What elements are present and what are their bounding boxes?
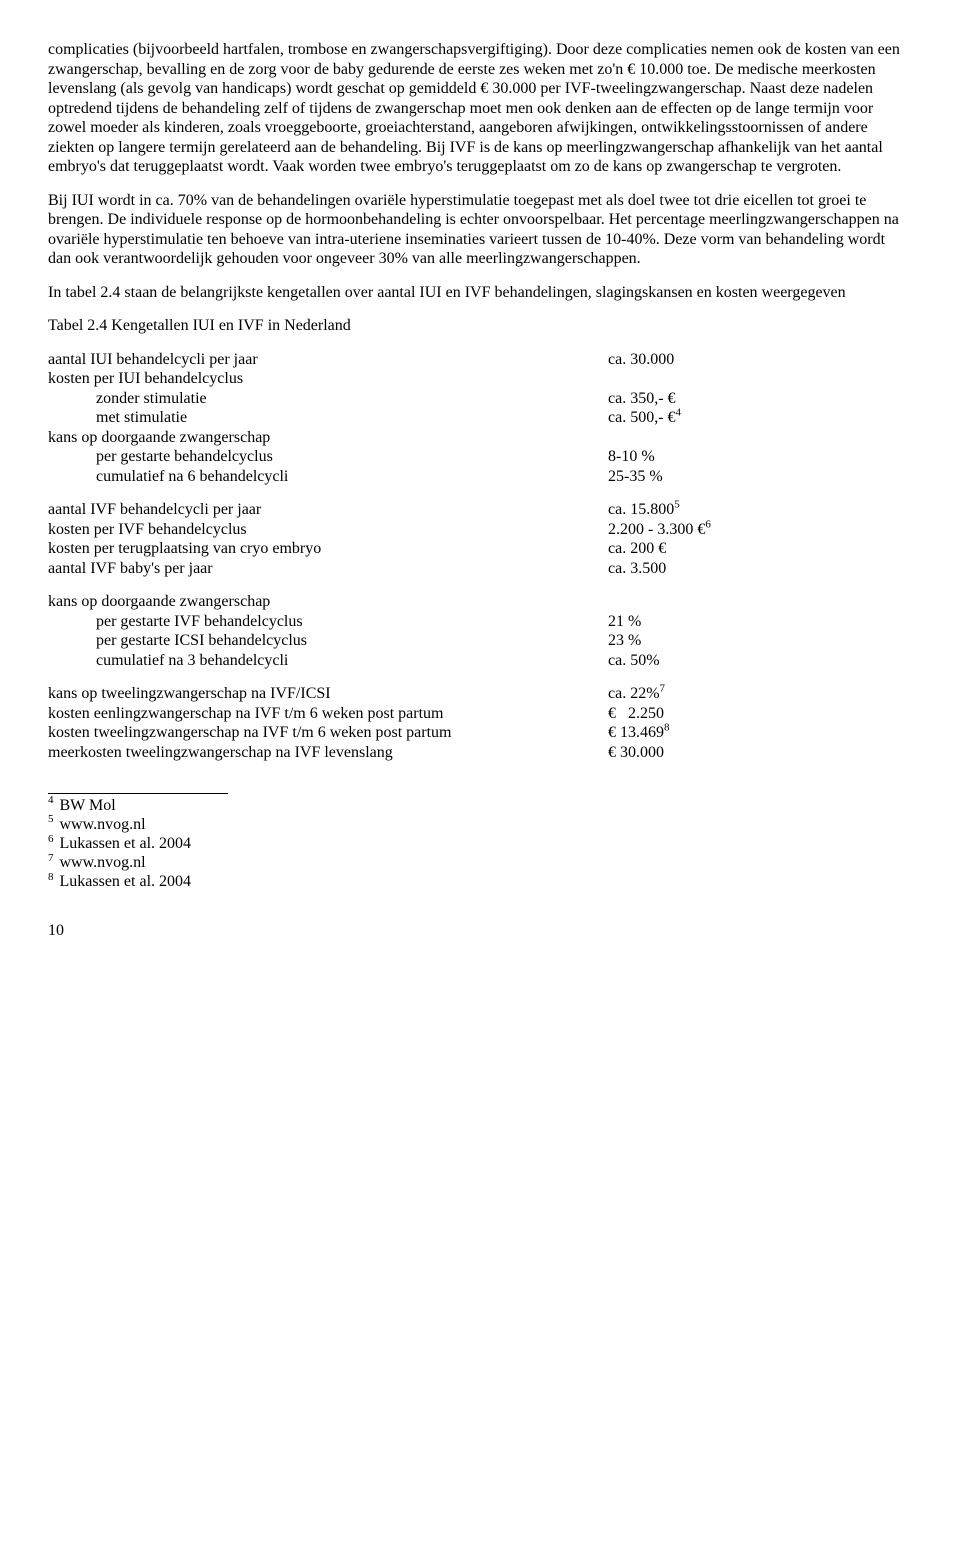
footnote-text: www.nvog.nl bbox=[56, 854, 146, 871]
table-row: per gestarte IVF behandelcyclus21 % bbox=[48, 612, 912, 632]
row-label: kosten tweelingzwangerschap na IVF t/m 6… bbox=[48, 723, 608, 743]
footnote-ref: 5 bbox=[674, 499, 680, 511]
footnote: 6 Lukassen et al. 2004 bbox=[48, 834, 912, 853]
row-label: kans op doorgaande zwangerschap bbox=[48, 592, 608, 612]
table-row: aantal IVF baby's per jaarca. 3.500 bbox=[48, 559, 912, 579]
footnote: 5 www.nvog.nl bbox=[48, 815, 912, 834]
footnote-ref: 7 bbox=[660, 683, 666, 695]
table-row: zonder stimulatieca. 350,- € bbox=[48, 389, 912, 409]
row-value: 2.200 - 3.300 €6 bbox=[608, 520, 912, 540]
row-label: met stimulatie bbox=[48, 408, 608, 428]
row-value: 8-10 % bbox=[608, 447, 912, 467]
footnote-ref: 6 bbox=[705, 519, 711, 531]
row-value bbox=[608, 428, 912, 448]
row-value: 25-35 % bbox=[608, 467, 912, 487]
row-label: per gestarte IVF behandelcyclus bbox=[48, 612, 608, 632]
row-value: ca. 3.500 bbox=[608, 559, 912, 579]
row-label: cumulatief na 3 behandelcycli bbox=[48, 651, 608, 671]
row-value: € 13.4698 bbox=[608, 723, 912, 743]
row-label: aantal IVF behandelcycli per jaar bbox=[48, 500, 608, 520]
row-value: ca. 200 € bbox=[608, 539, 912, 559]
paragraph-1: complicaties (bijvoorbeeld hartfalen, tr… bbox=[48, 40, 912, 177]
row-value bbox=[608, 592, 912, 612]
row-label: kans op tweelingzwangerschap na IVF/ICSI bbox=[48, 684, 608, 704]
row-label: kosten per terugplaatsing van cryo embry… bbox=[48, 539, 608, 559]
table-row: kans op doorgaande zwangerschap bbox=[48, 428, 912, 448]
row-value bbox=[608, 369, 912, 389]
footnote: 7 www.nvog.nl bbox=[48, 853, 912, 872]
footnote-text: www.nvog.nl bbox=[56, 816, 146, 833]
paragraph-3: In tabel 2.4 staan de belangrijkste keng… bbox=[48, 283, 912, 303]
footnote-number: 7 bbox=[48, 852, 54, 864]
row-value: ca. 15.8005 bbox=[608, 500, 912, 520]
row-label: meerkosten tweelingzwangerschap na IVF l… bbox=[48, 743, 608, 763]
footnote-ref: 4 bbox=[676, 407, 682, 419]
row-value: 21 % bbox=[608, 612, 912, 632]
table-row: kosten eenlingzwangerschap na IVF t/m 6 … bbox=[48, 704, 912, 724]
footnote-number: 8 bbox=[48, 871, 54, 883]
row-value: ca. 50% bbox=[608, 651, 912, 671]
footnote-text: Lukassen et al. 2004 bbox=[56, 873, 192, 890]
row-value: € 30.000 bbox=[608, 743, 912, 763]
footnotes: 4 BW Mol5 www.nvog.nl6 Lukassen et al. 2… bbox=[48, 793, 912, 892]
table-group: kans op doorgaande zwangerschapper gesta… bbox=[48, 592, 912, 670]
table-group: aantal IUI behandelcycli per jaarca. 30.… bbox=[48, 350, 912, 487]
table-row: aantal IVF behandelcycli per jaarca. 15.… bbox=[48, 500, 912, 520]
footnote-text: Lukassen et al. 2004 bbox=[56, 835, 192, 852]
footnote-number: 5 bbox=[48, 813, 54, 825]
table-row: kans op tweelingzwangerschap na IVF/ICSI… bbox=[48, 684, 912, 704]
table-row: meerkosten tweelingzwangerschap na IVF l… bbox=[48, 743, 912, 763]
table-row: cumulatief na 3 behandelcyclica. 50% bbox=[48, 651, 912, 671]
table-row: kosten tweelingzwangerschap na IVF t/m 6… bbox=[48, 723, 912, 743]
table-row: met stimulatieca. 500,- €4 bbox=[48, 408, 912, 428]
table-row: kans op doorgaande zwangerschap bbox=[48, 592, 912, 612]
row-label: kosten per IVF behandelcyclus bbox=[48, 520, 608, 540]
footnote: 8 Lukassen et al. 2004 bbox=[48, 872, 912, 891]
row-label: per gestarte ICSI behandelcyclus bbox=[48, 631, 608, 651]
row-value: ca. 30.000 bbox=[608, 350, 912, 370]
table-row: kosten per IUI behandelcyclus bbox=[48, 369, 912, 389]
table-group: kans op tweelingzwangerschap na IVF/ICSI… bbox=[48, 684, 912, 762]
table-2-4: aantal IUI behandelcycli per jaarca. 30.… bbox=[48, 350, 912, 763]
footnote-number: 4 bbox=[48, 794, 54, 806]
row-value: ca. 22%7 bbox=[608, 684, 912, 704]
row-label: kans op doorgaande zwangerschap bbox=[48, 428, 608, 448]
row-label: per gestarte behandelcyclus bbox=[48, 447, 608, 467]
page-number: 10 bbox=[48, 921, 912, 941]
footnote-rule bbox=[48, 793, 228, 794]
row-value: € 2.250 bbox=[608, 704, 912, 724]
table-row: per gestarte ICSI behandelcyclus23 % bbox=[48, 631, 912, 651]
paragraph-2: Bij IUI wordt in ca. 70% van de behandel… bbox=[48, 191, 912, 269]
footnote-text: BW Mol bbox=[56, 797, 116, 814]
table-group: aantal IVF behandelcycli per jaarca. 15.… bbox=[48, 500, 912, 578]
footnote-number: 6 bbox=[48, 833, 54, 845]
table-row: per gestarte behandelcyclus8-10 % bbox=[48, 447, 912, 467]
row-value: ca. 500,- €4 bbox=[608, 408, 912, 428]
row-value: 23 % bbox=[608, 631, 912, 651]
row-label: aantal IVF baby's per jaar bbox=[48, 559, 608, 579]
row-value: ca. 350,- € bbox=[608, 389, 912, 409]
table-row: kosten per IVF behandelcyclus2.200 - 3.3… bbox=[48, 520, 912, 540]
table-row: kosten per terugplaatsing van cryo embry… bbox=[48, 539, 912, 559]
footnote: 4 BW Mol bbox=[48, 796, 912, 815]
row-label: aantal IUI behandelcycli per jaar bbox=[48, 350, 608, 370]
row-label: zonder stimulatie bbox=[48, 389, 608, 409]
table-row: cumulatief na 6 behandelcycli25-35 % bbox=[48, 467, 912, 487]
row-label: cumulatief na 6 behandelcycli bbox=[48, 467, 608, 487]
table-title: Tabel 2.4 Kengetallen IUI en IVF in Nede… bbox=[48, 316, 912, 336]
footnote-ref: 8 bbox=[664, 722, 670, 734]
row-label: kosten eenlingzwangerschap na IVF t/m 6 … bbox=[48, 704, 608, 724]
row-label: kosten per IUI behandelcyclus bbox=[48, 369, 608, 389]
table-row: aantal IUI behandelcycli per jaarca. 30.… bbox=[48, 350, 912, 370]
